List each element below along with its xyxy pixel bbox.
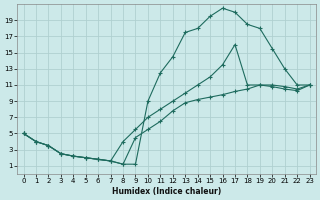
X-axis label: Humidex (Indice chaleur): Humidex (Indice chaleur) <box>112 187 221 196</box>
